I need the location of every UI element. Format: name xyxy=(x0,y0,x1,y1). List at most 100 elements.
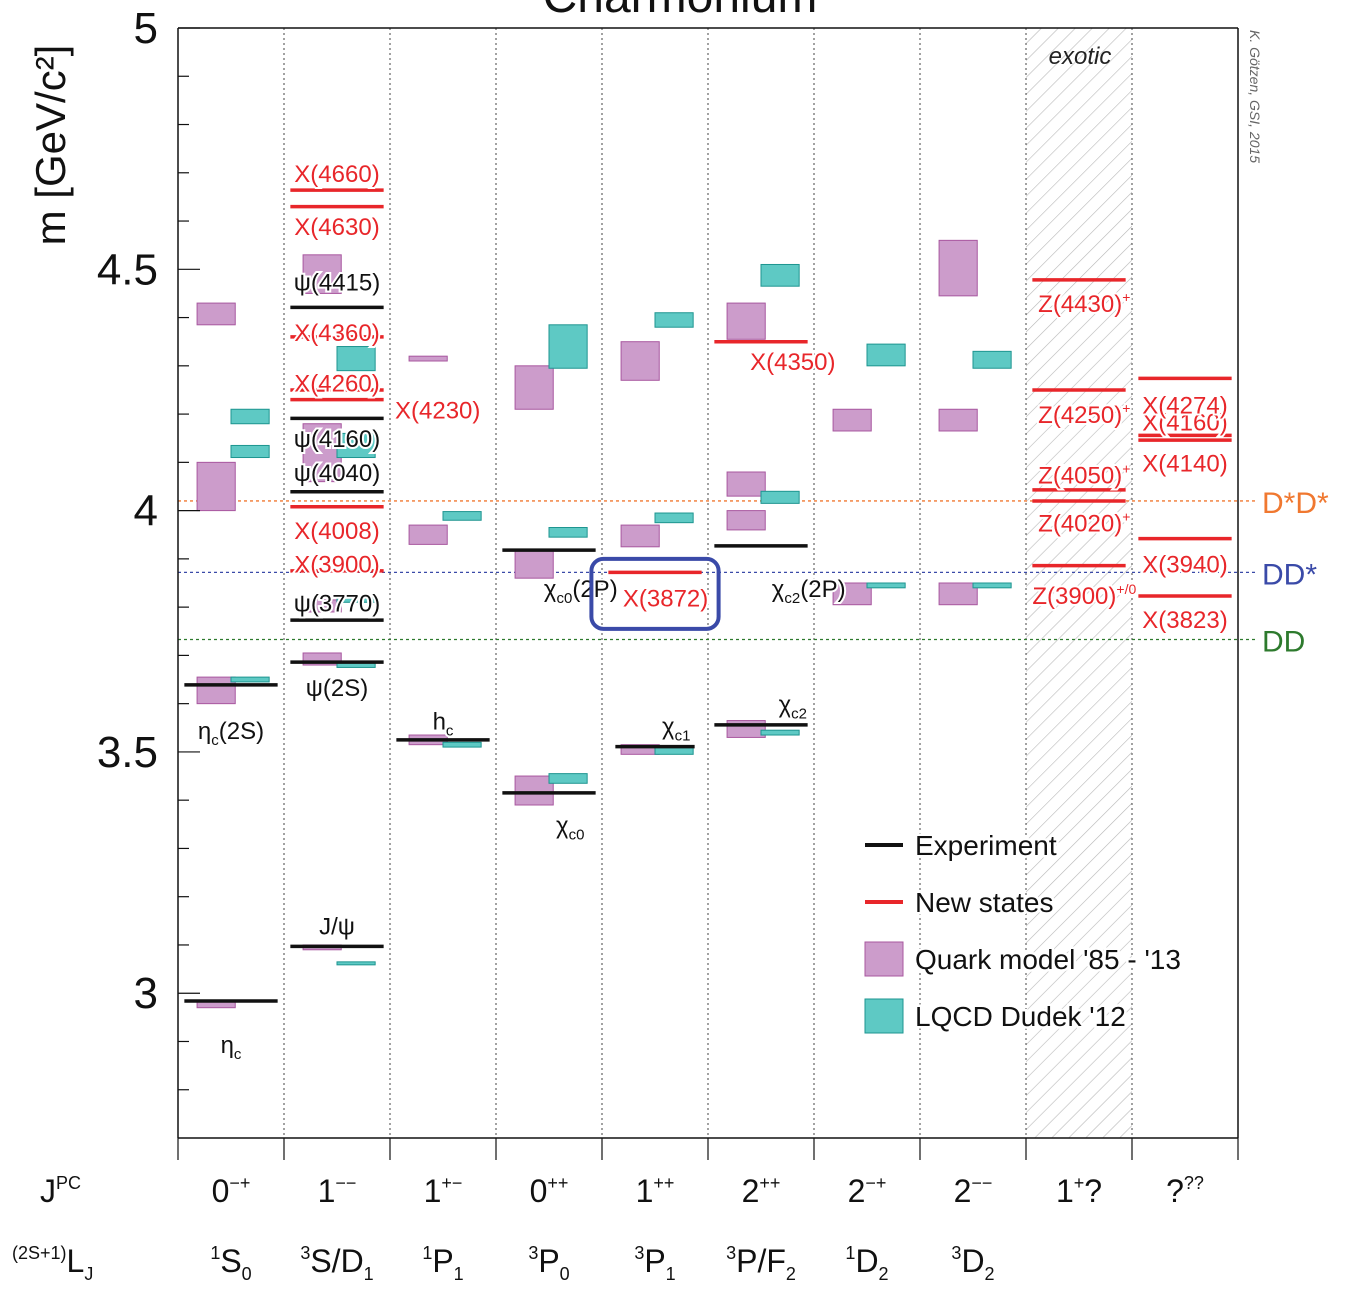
lqcd-box xyxy=(548,324,588,369)
lqcd-box xyxy=(654,512,694,524)
lqcd-box xyxy=(866,582,906,589)
quark-model-box xyxy=(832,582,872,606)
jpc-row-label: JPC xyxy=(40,1173,81,1209)
state-label: Z(4020)+ xyxy=(1038,509,1130,538)
quark-model-box xyxy=(514,365,554,410)
chart-title: Charmonium xyxy=(543,0,818,23)
legend-swatch xyxy=(864,998,904,1034)
column-separators xyxy=(283,28,1133,1138)
state-label: χc0 xyxy=(556,812,584,843)
jpc-label: 1+− xyxy=(424,1173,463,1209)
state-label: ψ(2S) xyxy=(306,675,368,702)
lqcd-box xyxy=(336,432,376,459)
quark-model-box xyxy=(196,461,236,512)
exotic-hatch xyxy=(1026,28,1132,1138)
y-tick-label: 4.5 xyxy=(97,245,158,294)
term-label: 3P0 xyxy=(528,1243,569,1284)
state-label: χc2 xyxy=(779,692,807,723)
state-label: χc0(2P) xyxy=(544,576,618,607)
term-label: 1D2 xyxy=(845,1243,888,1284)
state-label: X(4260) xyxy=(294,371,379,398)
quark-model-box xyxy=(832,408,872,432)
exotic-label: exotic xyxy=(1049,43,1112,70)
state-label: X(4160) xyxy=(1142,409,1227,436)
lqcd-box xyxy=(442,511,482,521)
state-label: X(4630) xyxy=(294,214,379,241)
lqcd-box xyxy=(972,350,1012,369)
quark-model-box xyxy=(302,254,342,294)
state-label: X(3823) xyxy=(1142,607,1227,634)
lqcd-box xyxy=(336,961,376,966)
legend-label: Quark model '85 - '13 xyxy=(915,944,1181,975)
state-label: χc1 xyxy=(662,713,690,744)
jpc-label: 2−− xyxy=(954,1173,993,1209)
state-lines xyxy=(184,188,1232,1003)
legend-label: New states xyxy=(915,887,1054,918)
highlight xyxy=(589,556,721,631)
term-label: 3P1 xyxy=(634,1243,675,1284)
state-label: X(4008) xyxy=(294,518,379,545)
term-label: 1P1 xyxy=(422,1243,463,1284)
state-label: Z(4050)+ xyxy=(1038,460,1130,489)
jpc-label: 2−+ xyxy=(848,1173,887,1209)
threshold-label: DD xyxy=(1262,625,1305,658)
state-label: X(4140) xyxy=(1142,450,1227,477)
legend-label: LQCD Dudek '12 xyxy=(915,1001,1126,1032)
y-tick-label: 5 xyxy=(134,4,158,53)
lqcd-box xyxy=(230,408,270,425)
lqcd-box xyxy=(760,729,800,736)
quark-model-box xyxy=(302,599,342,613)
lqcd-box xyxy=(548,527,588,538)
state-label: Z(4430)+ xyxy=(1038,289,1130,318)
state-label: ηc(2S) xyxy=(198,718,264,749)
lqcd-box xyxy=(548,773,588,784)
jpc-label: 1−− xyxy=(318,1173,357,1209)
quark-model-box xyxy=(514,775,554,806)
lqcd-box xyxy=(760,263,800,287)
column-labels: JPC (2S+1)LJ 0−+ 1S0 1−− 3S/D1 1+− 1P1 0++ 3P0 1++… xyxy=(12,1173,1204,1284)
state-label: X(4230) xyxy=(395,397,480,424)
quark-model-box xyxy=(620,524,660,548)
state-labels: ηc ηc(2S) J/ψ ψ(2S) ψ(3770) X(3900) X(4008) ψ(4… xyxy=(196,159,1230,1065)
lqcd-box xyxy=(972,582,1012,589)
term-label: 3D2 xyxy=(951,1243,994,1284)
state-label: X(4350) xyxy=(750,349,835,376)
quark-model-box xyxy=(620,341,660,381)
threshold-label: DD* xyxy=(1262,558,1317,591)
term-label: 3P/F2 xyxy=(726,1243,796,1284)
state-label: hc xyxy=(433,709,454,740)
state-label: ψ(4415) xyxy=(294,269,380,296)
quark-model-box xyxy=(196,302,236,326)
lqcd-box xyxy=(336,346,376,372)
state-label: X(4660) xyxy=(294,161,379,188)
state-label: χc2(2P) xyxy=(772,576,846,607)
state-label: J/ψ xyxy=(319,914,355,941)
lqcd-box xyxy=(654,312,694,328)
lqcd-box xyxy=(336,596,376,603)
quark-model-box xyxy=(938,408,978,432)
jpc-label: 0++ xyxy=(530,1173,569,1209)
state-label: ψ(4160) xyxy=(294,426,380,453)
y-axis-label: m [GeV/c²] xyxy=(27,45,74,246)
quark-model-box xyxy=(726,302,766,340)
state-label: Z(4250)+ xyxy=(1038,400,1130,429)
state-label: X(3900) xyxy=(294,552,379,579)
quark-model-box xyxy=(726,471,766,497)
state-label: X(3872) xyxy=(623,585,708,612)
y-tick-label: 3 xyxy=(134,969,158,1018)
axes: 3 3.5 4 4.5 5 m [GeV/c²] xyxy=(27,4,1239,1160)
term-label: 3S/D1 xyxy=(300,1243,373,1284)
quark-model-box xyxy=(408,524,448,545)
quark-model-box xyxy=(408,355,448,362)
lqcd-box xyxy=(866,343,906,367)
lqcd-box xyxy=(230,444,270,459)
jpc-label: 1+? xyxy=(1056,1173,1102,1209)
legend-swatch xyxy=(864,941,904,977)
term-row-label: (2S+1)LJ xyxy=(12,1243,93,1284)
threshold-label: D*D* xyxy=(1262,487,1329,520)
legend-label: Experiment xyxy=(915,830,1057,861)
credit-text: K. Götzen, GSI, 2015 xyxy=(1247,30,1263,163)
lqcd-box xyxy=(760,490,800,504)
jpc-label: ??? xyxy=(1166,1173,1204,1209)
